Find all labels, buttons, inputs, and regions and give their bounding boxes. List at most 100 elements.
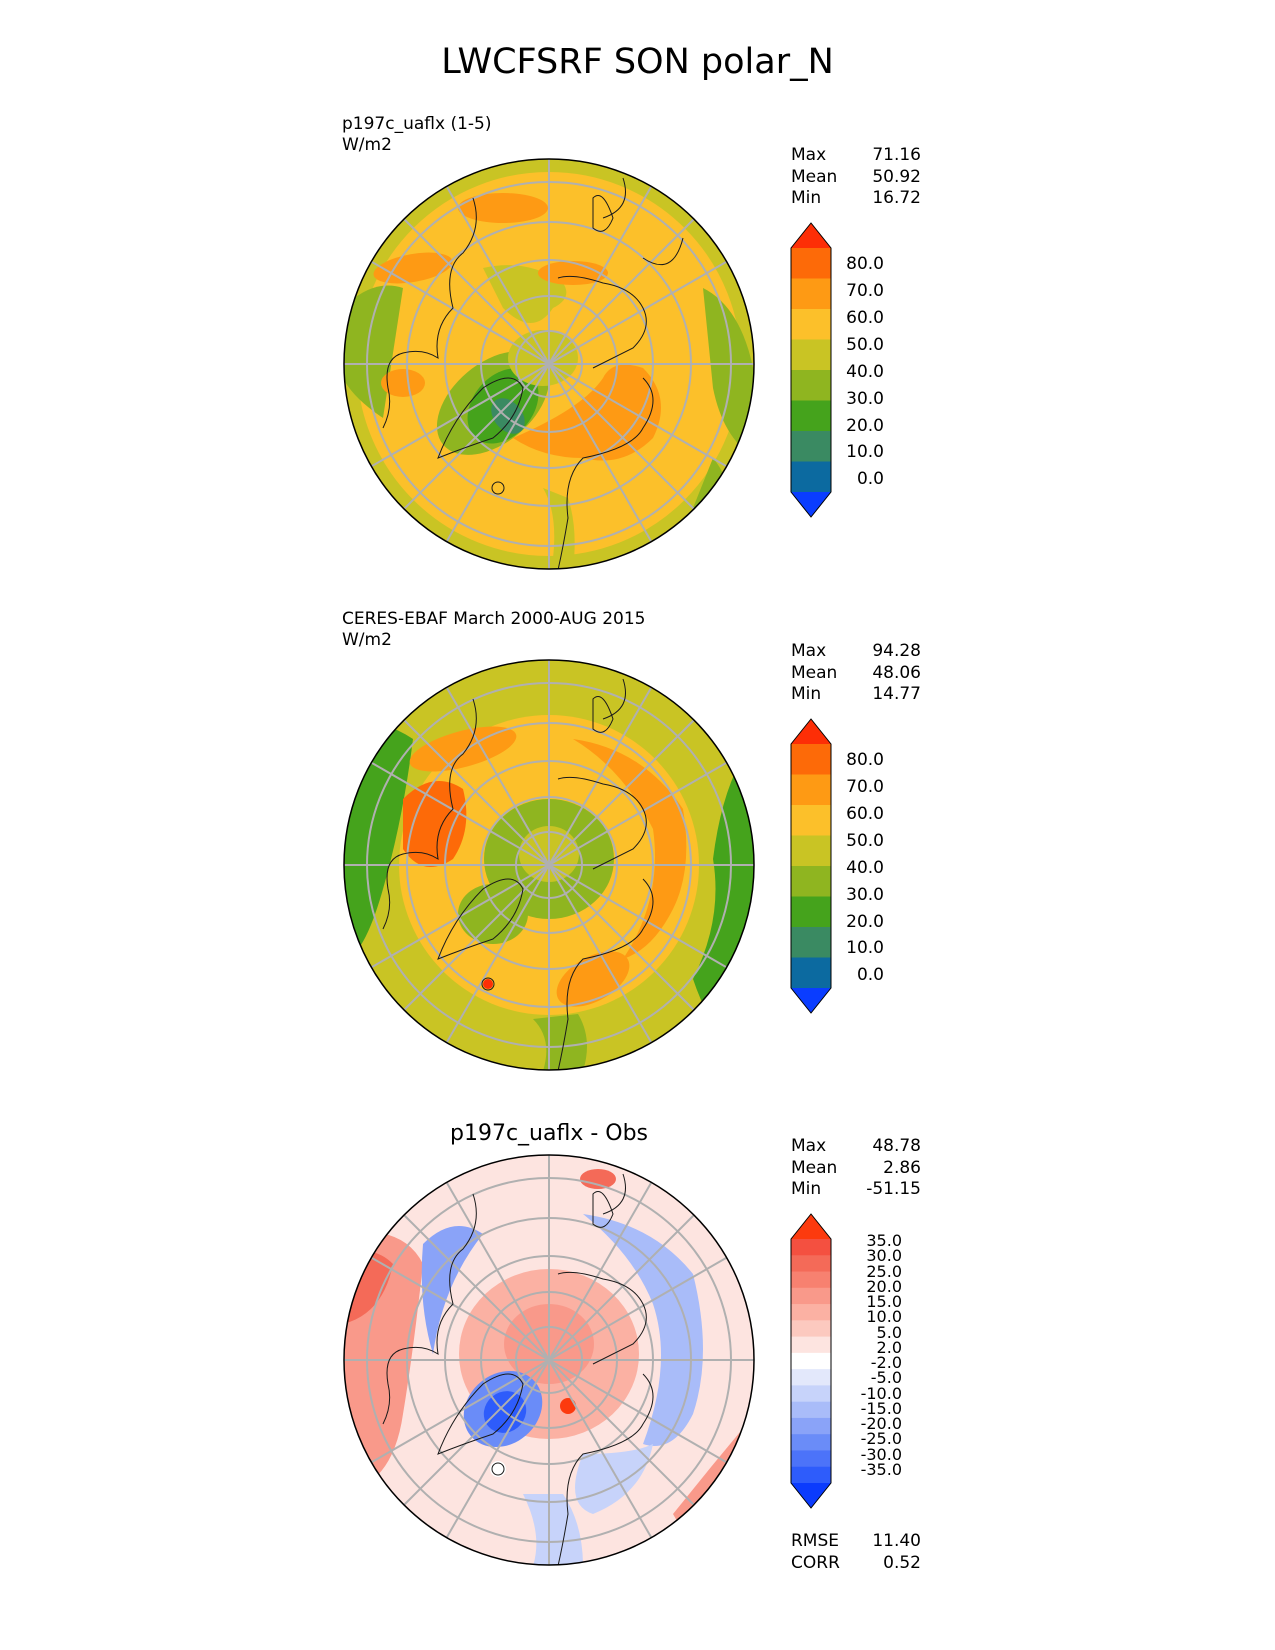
cbar-tick: -15.0 — [860, 1398, 902, 1418]
colorbar-segment — [791, 1417, 831, 1435]
colorbar-segment — [791, 1385, 831, 1403]
stat-max: Max 71.16 — [791, 145, 921, 165]
colorbar-segment — [791, 1466, 831, 1484]
panel-1-title: p197c_uaflx (1-5) W/m2 — [342, 114, 491, 156]
colorbar-segment — [791, 896, 831, 928]
colorbar-segment — [791, 774, 831, 806]
cbar-tick: 30.0 — [846, 389, 884, 409]
colorbar-segment — [791, 835, 831, 867]
colorbar-segment — [791, 1369, 831, 1386]
colorbar-segment — [791, 1271, 831, 1289]
colorbar-segment — [791, 309, 831, 340]
colorbar-segment — [791, 805, 831, 836]
cbar-tick: 15.0 — [866, 1292, 902, 1311]
colorbar-outline — [790, 222, 832, 518]
cbar-tick: 80.0 — [846, 750, 884, 770]
colorbar-segment — [791, 370, 831, 401]
cbar-tick: 25.0 — [866, 1261, 902, 1281]
panel-3-title: p197c_uaflx - Obs — [449, 1121, 649, 1146]
cbar-tick: 0.0 — [856, 469, 884, 489]
cbar-tick: 80.0 — [846, 254, 884, 274]
cbar-tick: -2.0 — [870, 1353, 902, 1372]
cbar-tick: 50.0 — [846, 831, 884, 851]
colorbar-segment — [791, 1255, 831, 1273]
colorbar-segment — [791, 278, 831, 310]
cbar-tick: 40.0 — [846, 858, 884, 878]
stat-mean: Mean 2.86 — [791, 1157, 921, 1178]
panel-2-colorbar — [790, 718, 832, 1014]
panel-1-title-line1: p197c_uaflx (1-5) — [342, 114, 492, 134]
cbar-tick: 10.0 — [846, 938, 884, 958]
stat-mean: Mean 50.92 — [791, 166, 921, 187]
colorbar-outline — [790, 718, 832, 1014]
panel-2-stats: Max 94.28 Mean 48.06 Min 14.77 — [791, 641, 921, 706]
panel-3-metrics: RMSE 11.40 CORR 0.52 — [791, 1531, 921, 1574]
colorbar-segment — [791, 866, 831, 897]
colorbar-segment — [791, 1320, 831, 1338]
cbar-tick: -35.0 — [860, 1459, 902, 1479]
panel-2-title-line1: CERES-EBAF March 2000-AUG 2015 — [342, 609, 646, 629]
stat-max: Max 94.28 — [791, 641, 921, 661]
colorbar-segment — [791, 461, 831, 493]
cbar-tick: 40.0 — [846, 362, 884, 382]
colorbar-segment — [791, 1450, 831, 1468]
colorbar-extend-min — [791, 988, 831, 1013]
colorbar-segment — [791, 400, 831, 432]
cbar-tick: 5.0 — [876, 1322, 902, 1342]
colorbar-extend-max — [791, 1214, 831, 1239]
cbar-tick: 60.0 — [846, 308, 884, 328]
colorbar-segment — [791, 744, 831, 775]
colorbar-segment — [791, 431, 831, 462]
colorbar-segment — [791, 927, 831, 958]
panel-2-title: CERES-EBAF March 2000-AUG 2015 W/m2 — [342, 609, 645, 651]
colorbar-segment — [791, 1352, 831, 1370]
colorbar-extend-max — [791, 223, 831, 248]
colorbar-segment — [791, 248, 831, 279]
stat-mean: Mean 48.06 — [791, 662, 921, 683]
colorbar-segment — [791, 1401, 831, 1419]
colorbar-segment — [791, 1434, 831, 1451]
cbar-tick: -10.0 — [860, 1383, 902, 1403]
panel-2-units: W/m2 — [342, 630, 392, 650]
panel-3-polar-map — [343, 1154, 755, 1566]
colorbar-extend-max — [791, 719, 831, 744]
panel-1-stats: Max 71.16 Mean 50.92 Min 16.72 — [791, 145, 921, 210]
colorbar-segment — [791, 1304, 831, 1321]
cbar-tick: -25.0 — [860, 1429, 902, 1449]
metric-rmse: RMSE 11.40 — [791, 1531, 921, 1551]
stat-min: Min 14.77 — [791, 684, 921, 704]
stat-max: Max 48.78 — [791, 1136, 921, 1156]
cbar-tick: 70.0 — [846, 281, 884, 301]
colorbar-segment — [791, 1336, 831, 1354]
figure-title: LWCFSRF SON polar_N — [441, 42, 834, 82]
colorbar-segment — [791, 1287, 831, 1305]
cbar-tick: 10.0 — [846, 442, 884, 462]
stat-min: Min -51.15 — [791, 1179, 921, 1199]
panel-3-colorbar — [790, 1213, 832, 1509]
panel-1-colorbar — [790, 222, 832, 518]
cbar-tick: 2.0 — [876, 1337, 902, 1357]
cbar-tick: 20.0 — [866, 1276, 902, 1296]
cbar-tick: 35.0 — [866, 1231, 902, 1250]
panel-1-units: W/m2 — [342, 135, 392, 155]
cbar-tick: -5.0 — [870, 1368, 902, 1388]
cbar-tick: -20.0 — [860, 1414, 902, 1433]
colorbar-segment — [791, 339, 831, 371]
cbar-tick: 50.0 — [846, 335, 884, 355]
metric-corr: CORR 0.52 — [791, 1552, 921, 1573]
cbar-tick: 30.0 — [866, 1246, 902, 1266]
colorbar-segment — [791, 1239, 831, 1256]
cbar-tick: 10.0 — [866, 1307, 902, 1327]
cbar-tick: 20.0 — [846, 416, 884, 436]
colorbar-extend-min — [791, 1483, 831, 1508]
cbar-tick: 30.0 — [846, 885, 884, 905]
colorbar-segment — [791, 957, 831, 989]
colorbar-extend-min — [791, 492, 831, 517]
stat-min: Min 16.72 — [791, 188, 921, 208]
cbar-tick: 20.0 — [846, 912, 884, 932]
panel-3-stats: Max 48.78 Mean 2.86 Min -51.15 — [791, 1136, 921, 1201]
cbar-tick: 70.0 — [846, 777, 884, 797]
colorbar-outline — [790, 1213, 832, 1509]
cbar-tick: 60.0 — [846, 804, 884, 824]
panel-1-polar-map — [343, 158, 755, 570]
